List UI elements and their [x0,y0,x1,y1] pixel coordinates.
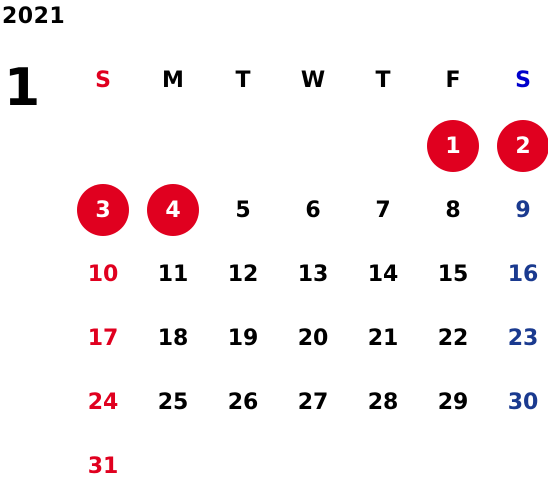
day-cell: 19 [208,306,278,370]
weeks-container: 1 2 3 4 5 6 7 8 9 10 11 12 13 14 15 16 17 18 19 20 21 22 23 24 2… [68,114,548,498]
day-number: 27 [297,389,329,415]
year-label: 2021 [2,4,66,29]
empty-day-cell [278,114,348,178]
day-cell: 9 [488,178,548,242]
day-number: 14 [367,261,399,287]
empty-day-cell [208,434,278,498]
weekday-friday: F [445,67,461,93]
empty-day-cell [348,114,418,178]
week-row: 10 11 12 13 14 15 16 [68,242,548,306]
weekday-tuesday: T [235,67,251,93]
day-number: 25 [157,389,189,415]
day-number: 9 [515,197,531,223]
day-cell: 10 [68,242,138,306]
holiday-day-marker: 3 [77,184,129,236]
day-cell: 5 [208,178,278,242]
day-cell: 23 [488,306,548,370]
day-number: 20 [297,325,329,351]
empty-day-cell [418,434,488,498]
day-number: 10 [87,261,119,287]
day-cell: 31 [68,434,138,498]
day-cell: 4 [138,178,208,242]
week-row: 31 [68,434,548,498]
day-cell: 28 [348,370,418,434]
day-number: 29 [437,389,469,415]
day-cell: 26 [208,370,278,434]
empty-day-cell [488,434,548,498]
calendar-grid: S M T W T F S 1 2 3 4 5 6 7 8 9 10 11 12 13 14 15 16 17 1… [68,48,548,498]
day-number: 24 [87,389,119,415]
holiday-day-marker: 4 [147,184,199,236]
day-cell: 7 [348,178,418,242]
day-cell: 11 [138,242,208,306]
day-cell: 30 [488,370,548,434]
holiday-day-marker: 2 [497,120,548,172]
week-row: 17 18 19 20 21 22 23 [68,306,548,370]
day-cell: 1 [418,114,488,178]
day-cell: 6 [278,178,348,242]
day-cell: 25 [138,370,208,434]
day-number: 16 [507,261,539,287]
day-cell: 14 [348,242,418,306]
empty-day-cell [138,114,208,178]
day-number: 23 [507,325,539,351]
day-cell: 18 [138,306,208,370]
day-number: 12 [227,261,259,287]
day-cell: 8 [418,178,488,242]
day-number: 28 [367,389,399,415]
day-number: 15 [437,261,469,287]
day-number: 17 [87,325,119,351]
day-cell: 16 [488,242,548,306]
day-cell: 27 [278,370,348,434]
day-cell: 13 [278,242,348,306]
day-number: 26 [227,389,259,415]
week-row: 24 25 26 27 28 29 30 [68,370,548,434]
day-number: 31 [87,453,119,479]
empty-day-cell [278,434,348,498]
empty-day-cell [68,114,138,178]
weekday-monday: M [162,67,184,93]
day-number: 6 [305,197,321,223]
day-cell: 21 [348,306,418,370]
day-number: 22 [437,325,469,351]
day-number: 11 [157,261,189,287]
weekday-wednesday: W [300,67,326,93]
day-number: 21 [367,325,399,351]
empty-day-cell [138,434,208,498]
day-cell: 2 [488,114,548,178]
day-number: 8 [445,197,461,223]
day-number: 5 [235,197,251,223]
day-cell: 17 [68,306,138,370]
weekday-thursday: T [375,67,391,93]
empty-day-cell [348,434,418,498]
weekday-saturday: S [515,67,531,93]
day-cell: 24 [68,370,138,434]
day-cell: 3 [68,178,138,242]
empty-day-cell [208,114,278,178]
day-cell: 15 [418,242,488,306]
day-cell: 12 [208,242,278,306]
day-number: 18 [157,325,189,351]
day-cell: 20 [278,306,348,370]
day-number: 19 [227,325,259,351]
day-number: 30 [507,389,539,415]
day-cell: 29 [418,370,488,434]
day-number: 7 [375,197,391,223]
day-number: 13 [297,261,329,287]
month-number: 1 [4,58,41,118]
holiday-day-marker: 1 [427,120,479,172]
weekday-sunday: S [95,67,111,93]
day-cell: 22 [418,306,488,370]
weekday-header-row: S M T W T F S [68,48,548,114]
